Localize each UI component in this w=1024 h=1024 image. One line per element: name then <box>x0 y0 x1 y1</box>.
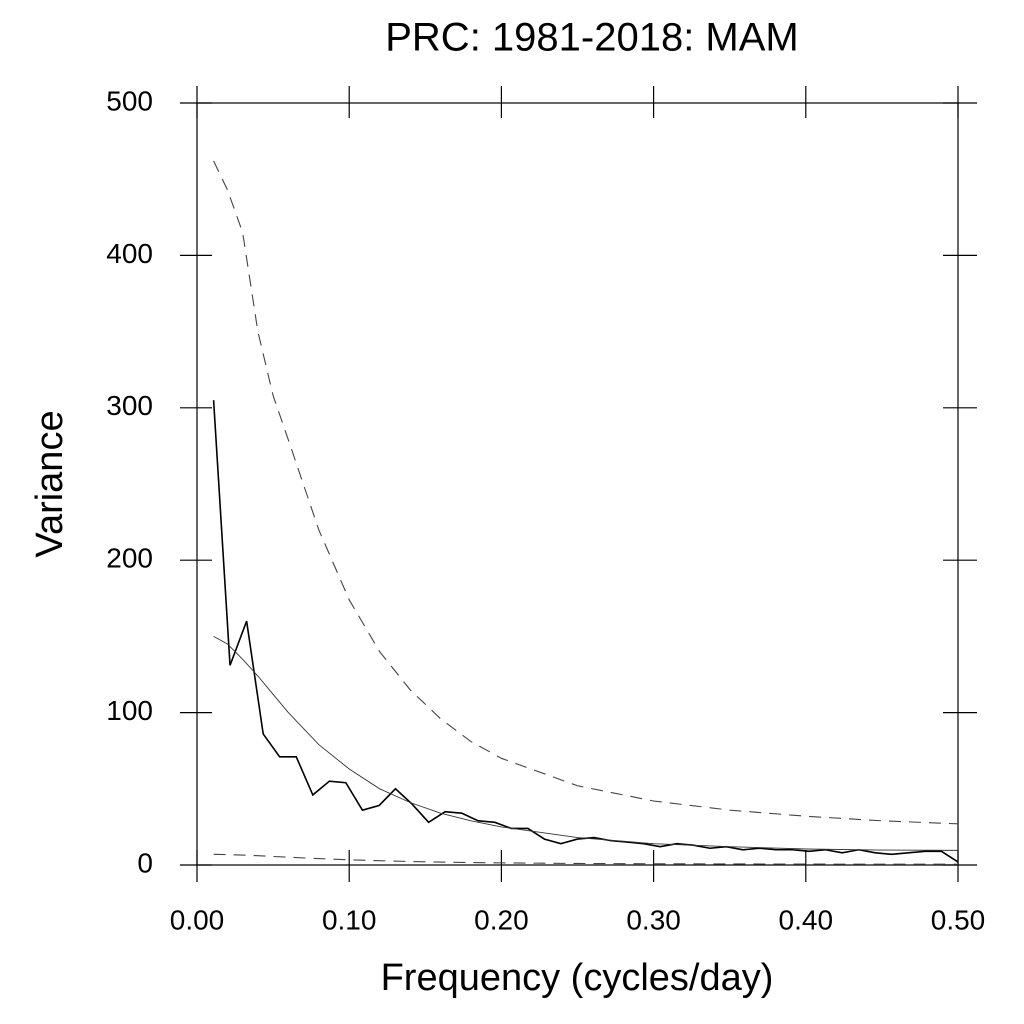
y-tick-label: 500 <box>106 85 153 116</box>
x-axis-label: Frequency (cycles/day) <box>381 957 774 999</box>
series-line <box>213 853 959 865</box>
y-tick-label: 400 <box>106 238 153 269</box>
series-line <box>213 160 959 825</box>
x-tick-label: 0.20 <box>474 904 529 935</box>
y-tick-label: 300 <box>106 390 153 421</box>
plot-frame <box>196 102 959 866</box>
x-tick-label: 0.00 <box>170 904 225 935</box>
x-tick-label: 0.10 <box>322 904 377 935</box>
x-tick-label: 0.30 <box>626 904 681 935</box>
series-line <box>213 636 959 851</box>
x-tick-label: 0.50 <box>931 904 986 935</box>
y-tick-label: 0 <box>137 847 153 878</box>
y-tick-label: 100 <box>106 695 153 726</box>
series-line <box>212 400 959 863</box>
y-tick-label: 200 <box>106 543 153 574</box>
chart-title: PRC: 1981-2018: MAM <box>385 16 799 60</box>
x-tick-label: 0.40 <box>779 904 834 935</box>
y-axis-label: Variance <box>29 410 71 557</box>
